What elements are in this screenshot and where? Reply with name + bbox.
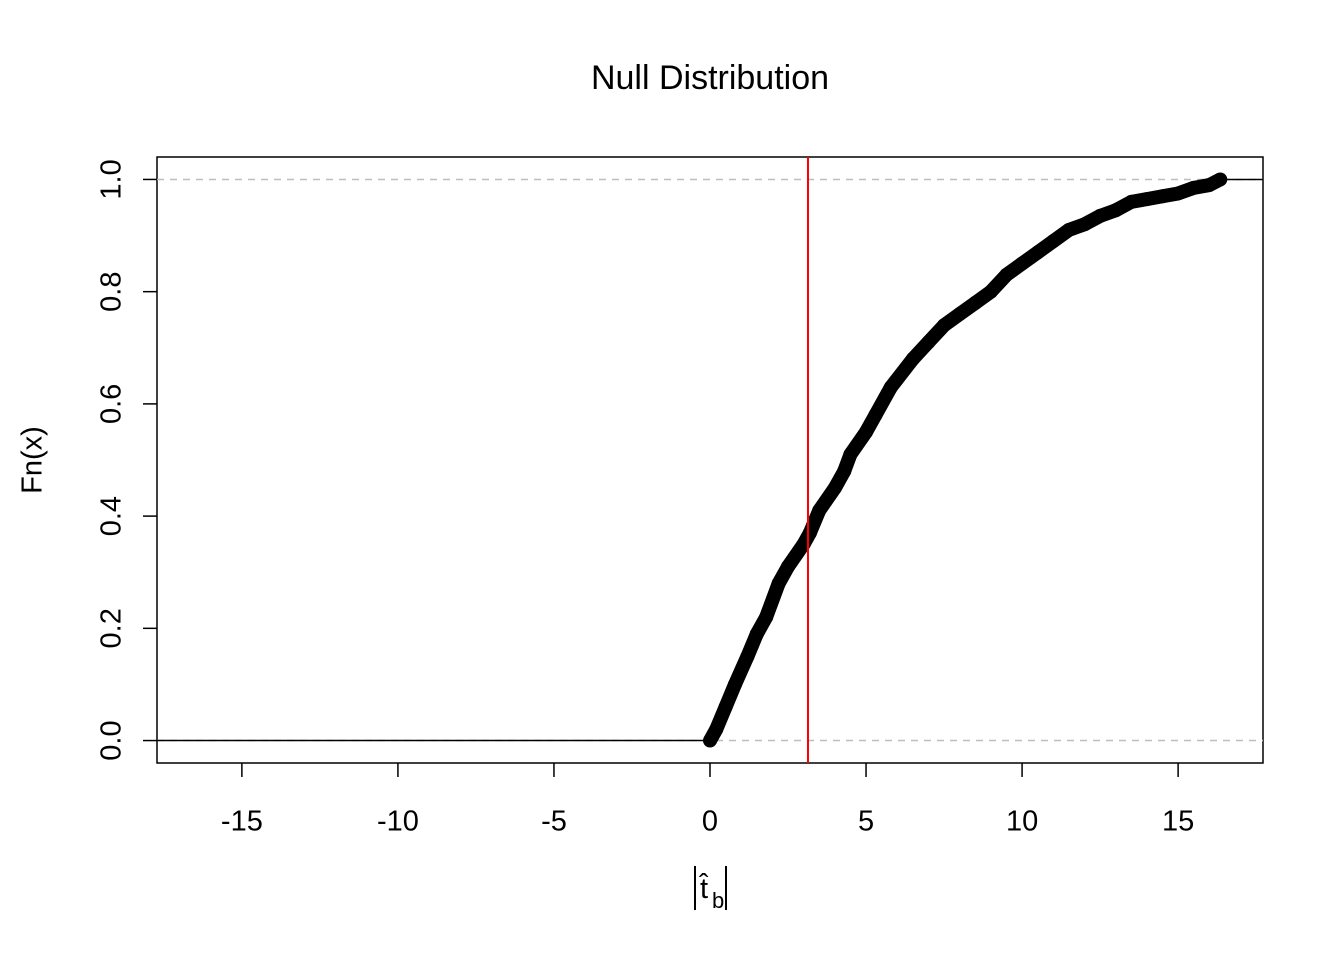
x-axis-label: t̂ [699,873,709,905]
ecdf-point [1202,178,1217,193]
ecdf-point [1061,222,1076,237]
y-axis-label: Fn(x) [17,426,49,494]
ecdf-point [1015,256,1030,271]
ecdf-point [1093,208,1108,223]
ecdf-point [952,307,967,322]
ecdf-point [999,267,1014,282]
ecdf-point [1108,203,1123,218]
ecdf-point [812,503,827,518]
ecdf-point [1171,186,1186,201]
x-tick-label: 10 [1006,806,1038,838]
ecdf-point [859,424,874,439]
plot-box [156,156,1264,764]
x-tick-label: 15 [1162,806,1194,838]
ecdf-point [802,525,817,540]
chart-title: Null Distribution [591,59,829,97]
ecdf-point [937,318,952,333]
ecdf-point [718,699,733,714]
x-tick-label: -15 [221,806,263,838]
ecdf-point [749,626,764,641]
ecdf-point [709,722,724,737]
y-tick-label: 0.2 [96,608,128,648]
ecdf-point [843,447,858,462]
ecdf-point [1186,180,1201,195]
ecdf-point [1046,234,1061,249]
y-tick-label: 0.0 [96,720,128,760]
y-tick-label: 0.8 [96,272,128,312]
ecdf-point [771,576,786,591]
y-tick-label: 0.4 [96,496,128,536]
ecdf-point [868,408,883,423]
ecdf-point [1139,192,1154,207]
ecdf-point [1124,194,1139,209]
ecdf-point [1030,245,1045,260]
ecdf-point [884,380,899,395]
ecdf-point [1077,217,1092,232]
ecdf-point [740,649,755,664]
ecdf-line [703,173,1224,744]
x-tick-label: 0 [702,806,718,838]
ecdf-point [921,335,936,350]
x-tick-label: 5 [858,806,874,838]
ecdf-point [983,284,998,299]
ecdf-point [781,559,796,574]
ecdf-point [827,481,842,496]
x-tick-label: -10 [377,806,419,838]
ecdf-point [703,733,717,748]
ecdf-point [727,677,742,692]
ecdf-point [1155,189,1170,204]
y-tick-label: 0.6 [96,384,128,424]
ecdf-point [837,464,852,479]
x-tick-label: -5 [541,806,567,838]
ecdf-point [905,352,920,366]
ecdf-point [759,610,774,625]
y-tick-label: 1.0 [96,159,128,199]
ecdf-point [968,295,983,310]
x-axis-label-subscript: b [712,888,724,913]
ecdf-point [1213,172,1228,187]
